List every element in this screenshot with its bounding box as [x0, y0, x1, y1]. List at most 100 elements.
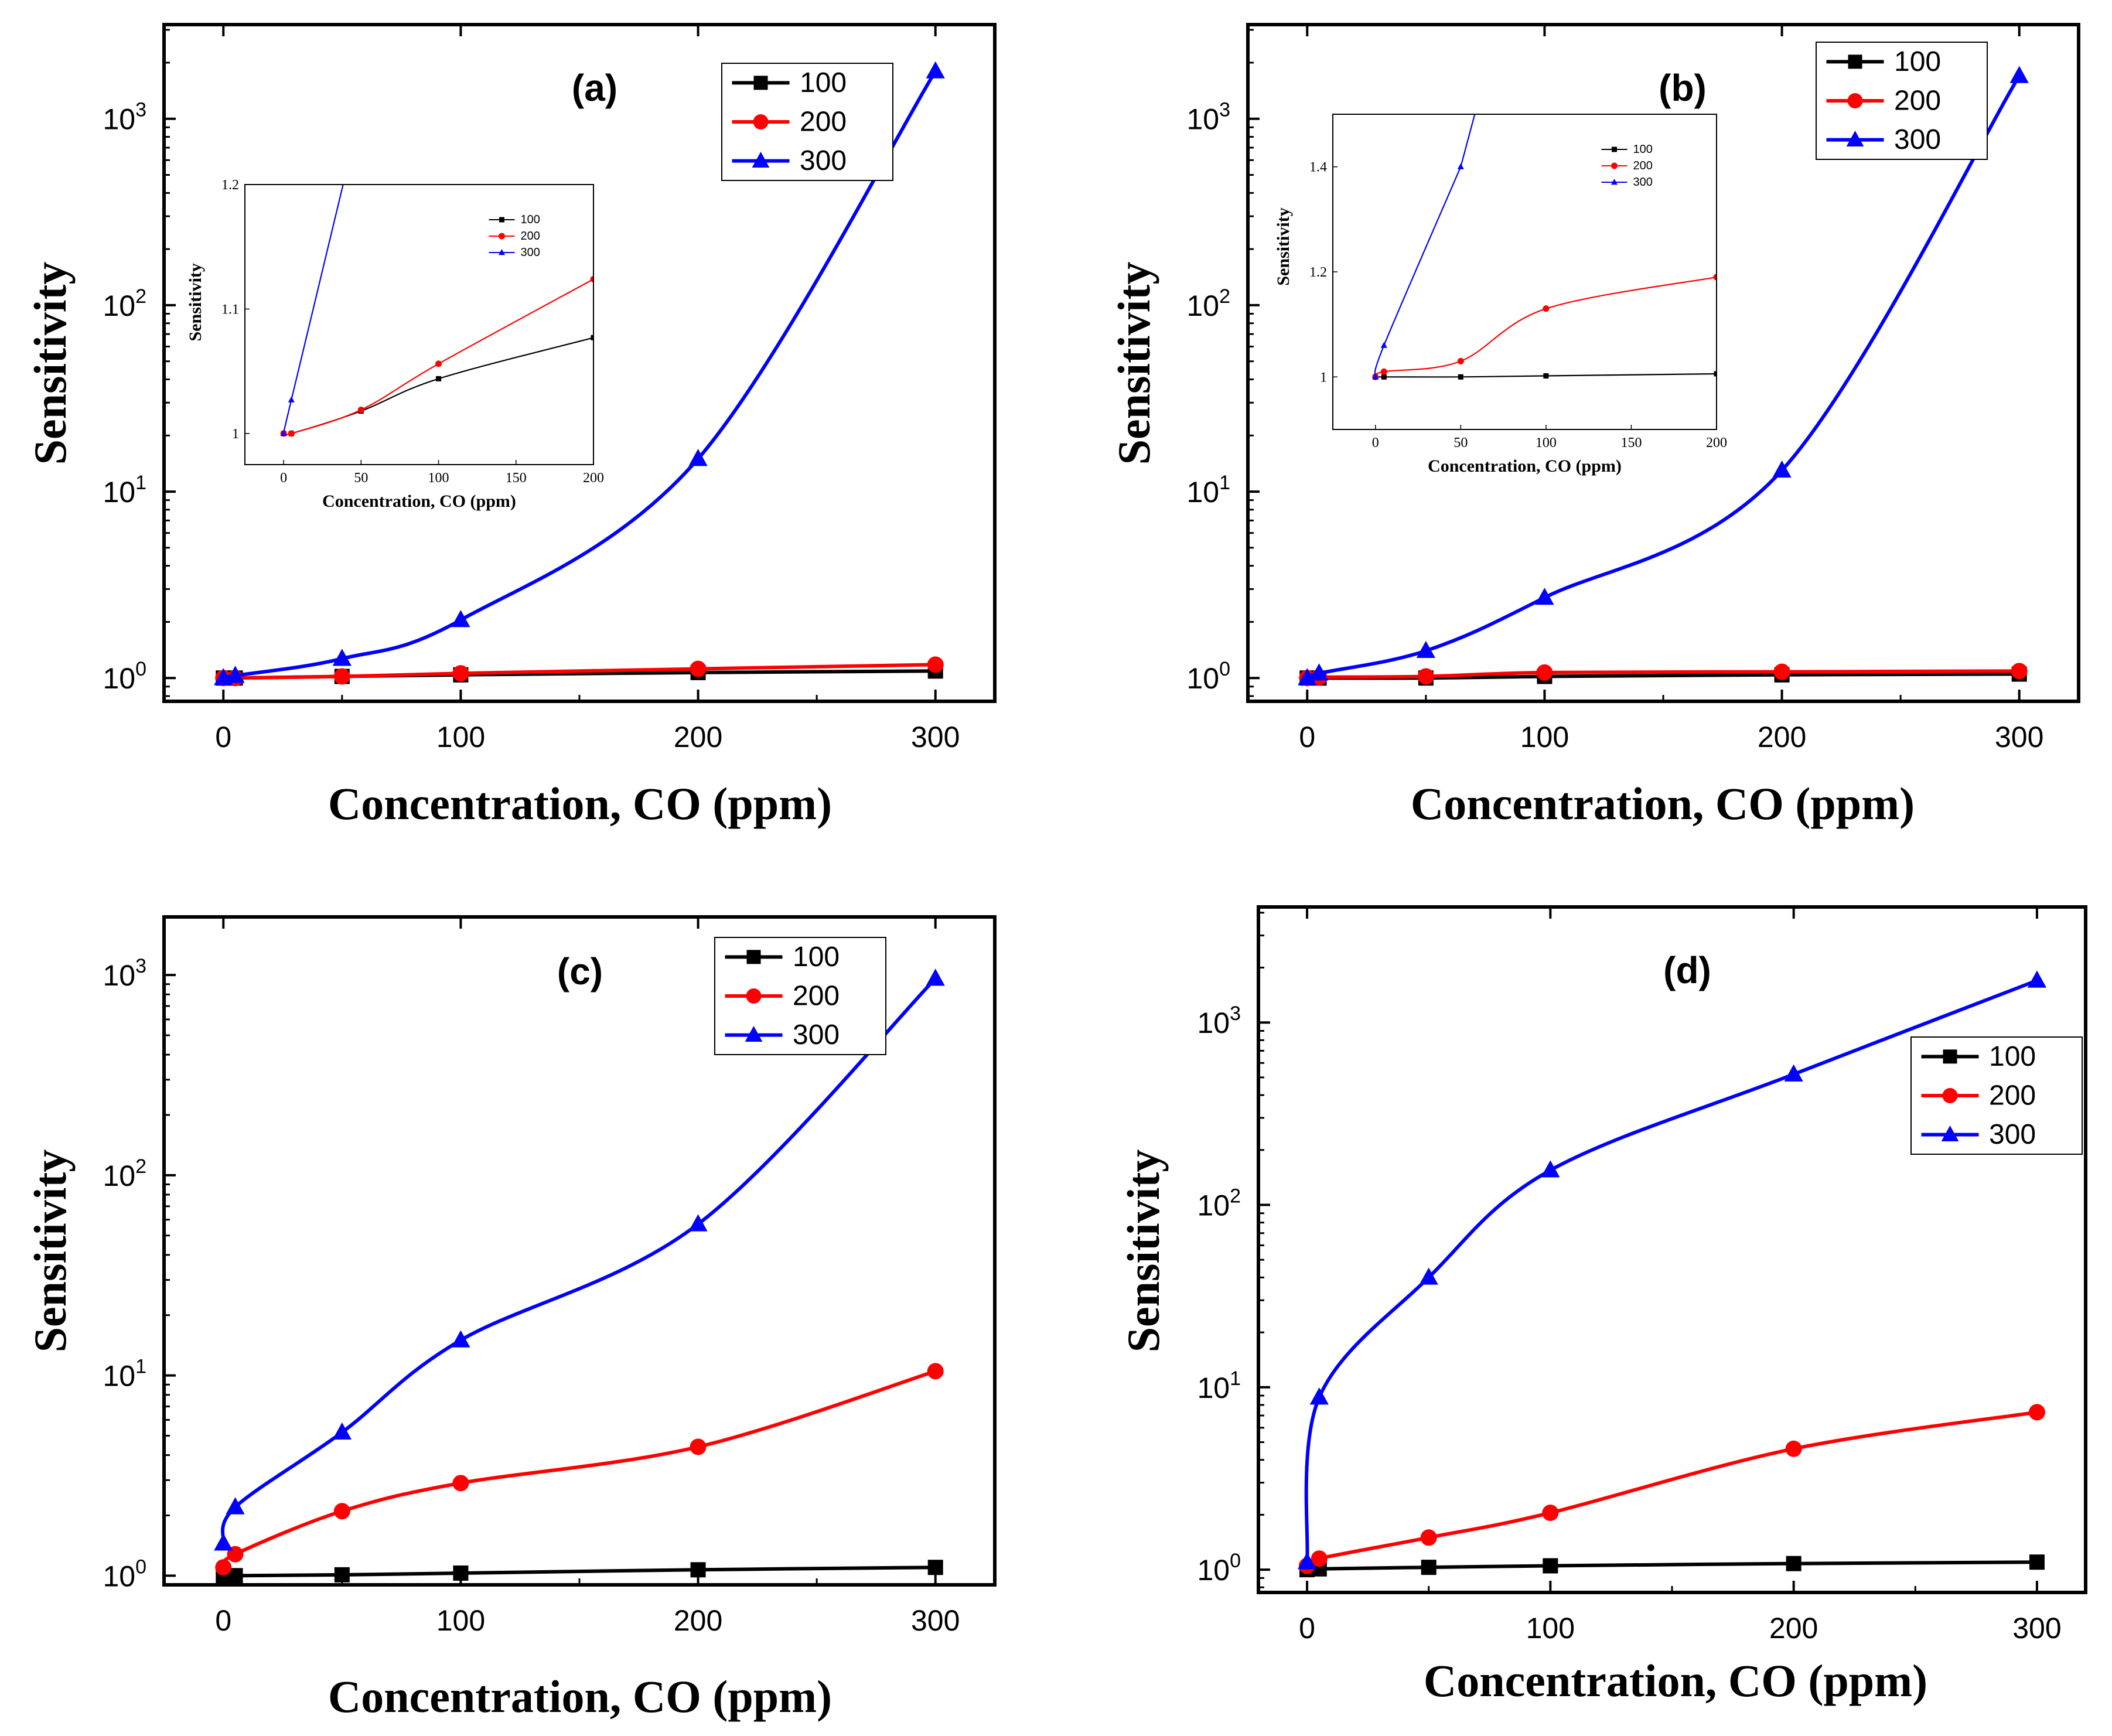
point-c-300-1	[226, 1497, 245, 1515]
inset-y-tick-label-a-2: 1.2	[221, 178, 239, 193]
inset-legend-marker-b-200	[1611, 162, 1618, 169]
panel-d: 0 100 200 300 100 101 102 103 (d) Concentration, …	[1118, 905, 2087, 1706]
point-c-300-0	[214, 1533, 233, 1551]
point-c-300-2	[332, 1422, 352, 1440]
y-tick-label-c-1: 101	[103, 1356, 146, 1393]
legend-b-legend-label-100: 100	[1894, 46, 1941, 77]
y-tick-label-d-0: 100	[1197, 1550, 1241, 1587]
point-d-100-3	[1543, 1558, 1558, 1574]
legend-b-legend-label-200: 200	[1894, 86, 1941, 117]
legend-c-legend-marker-300	[745, 1026, 763, 1042]
x-tick-label-b-0: 0	[1299, 721, 1315, 753]
point-b-200-5	[2011, 663, 2028, 680]
inset-point-a-200-3	[435, 360, 442, 367]
inset-point-b-300-1	[1380, 342, 1387, 348]
inset-legend-marker-b-300	[1611, 179, 1618, 185]
x-axis-title-c: Concentration, CO (ppm)	[328, 1671, 832, 1722]
point-b-300-1	[1309, 663, 1329, 681]
point-d-300-1	[1309, 1387, 1329, 1405]
legend-c-legend-label-200: 200	[793, 981, 840, 1012]
legend-a-legend-label-100: 100	[800, 67, 847, 98]
y-tick-label-b-0: 100	[1186, 658, 1230, 695]
y-tick-label-a-1: 101	[103, 472, 146, 509]
inset-point-b-200-1	[1380, 368, 1387, 375]
point-a-300-4	[688, 449, 708, 466]
legend-d-legend-marker-300	[1941, 1125, 1959, 1142]
y-tick-label-d-3: 103	[1197, 1002, 1241, 1039]
point-a-300-3	[451, 610, 470, 627]
plot-frame-b	[1246, 23, 2080, 703]
y-tick-label-a-2: 102	[103, 285, 146, 322]
series-line-b-300	[1305, 74, 2021, 680]
point-c-100-4	[690, 1562, 706, 1578]
inset-point-b-100-2	[1458, 374, 1463, 380]
x-tick-label-d-3: 300	[2012, 1612, 2061, 1645]
inset-legend-marker-b-100	[1612, 146, 1617, 152]
legend-c-legend-label-300: 300	[793, 1019, 840, 1051]
point-c-200-3	[452, 1475, 469, 1492]
inset-series-a	[280, 185, 593, 437]
inset-point-b-300-0	[1372, 373, 1379, 380]
x-tick-label-c-2: 200	[674, 1604, 722, 1637]
point-d-200-1	[1311, 1550, 1328, 1567]
panel-tag-a: (a)	[572, 67, 617, 109]
y-tick-label-c-2: 102	[103, 1155, 146, 1192]
y-axis-title-c: Sensitivity	[25, 1150, 76, 1353]
y-axis-title-a: Sensitivity	[25, 262, 76, 465]
point-d-100-2	[1421, 1560, 1437, 1575]
point-c-100-3	[453, 1565, 469, 1581]
legend-c-legend-marker-100	[746, 950, 761, 964]
inset-x-tick-label-a-3: 150	[506, 470, 527, 486]
panel-tag-c: (c)	[557, 950, 603, 993]
inset-point-a-300-0	[280, 430, 287, 436]
y-axis-title-b: Sensitivity	[1108, 262, 1159, 465]
inset-bg-a	[245, 185, 593, 465]
inset-x-title-a: Concentration, CO (ppm)	[322, 492, 516, 511]
point-d-200-4	[1785, 1440, 1802, 1457]
inset-y-tick-label-b-1: 1.2	[1309, 265, 1327, 280]
point-a-200-5	[927, 656, 944, 673]
inset-point-a-100-4	[591, 335, 593, 340]
legend-a-legend-label-200: 200	[800, 107, 847, 138]
panel-tag-d: (d)	[1663, 949, 1711, 991]
inset-legend-label-a-100: 100	[521, 213, 540, 226]
point-a-200-3	[452, 665, 469, 682]
panel-a: 0 100 200 300 100 101 102 103 (a) Concentration, …	[25, 23, 997, 829]
point-b-300-5	[2009, 66, 2029, 83]
inset-point-a-300-1	[288, 396, 295, 403]
y-tick-label-b-1: 101	[1186, 472, 1230, 509]
x-tick-label-c-3: 300	[911, 1604, 960, 1637]
y-tick-label-d-2: 102	[1197, 1185, 1241, 1222]
point-d-100-4	[1786, 1556, 1801, 1571]
x-tick-label-c-0: 0	[215, 1604, 231, 1637]
legend-d-legend-marker-100	[1943, 1049, 1957, 1064]
inset-legend-label-a-300: 300	[521, 246, 540, 259]
series-line-a-300	[221, 70, 937, 680]
point-d-100-5	[2029, 1554, 2045, 1570]
point-b-200-2	[1417, 668, 1434, 685]
inset-b: 0 50 100 150 200 1 1.2 1.4 Concentration, CO (pp…	[1274, 114, 1727, 476]
x-tick-label-b-3: 300	[1995, 721, 2043, 753]
inset-x-tick-label-b-3: 150	[1620, 435, 1642, 451]
inset-x-title-b: Concentration, CO (ppm)	[1428, 456, 1622, 476]
legend-c-legend-label-100: 100	[793, 942, 840, 973]
panel-b: 0 100 200 300 100 101 102 103 (b) Concentration, …	[1108, 23, 2080, 829]
point-d-300-3	[1541, 1160, 1560, 1178]
x-tick-label-a-1: 100	[436, 721, 485, 753]
point-b-300-0	[1298, 668, 1317, 685]
x-tick-label-d-1: 100	[1526, 1612, 1575, 1645]
x-tick-label-c-1: 100	[436, 1604, 485, 1637]
panel-tag-b: (b)	[1659, 67, 1707, 109]
series-line-c-300	[221, 977, 937, 1544]
inset-line-b-300	[1374, 114, 1476, 377]
inset-legend-label-b-300: 300	[1633, 176, 1653, 189]
inset-legend-marker-a-300	[498, 249, 506, 255]
x-tick-label-a-0: 0	[215, 721, 231, 753]
legend-a-legend-marker-100	[753, 76, 768, 90]
point-b-200-4	[1773, 663, 1790, 680]
point-c-100-5	[927, 1560, 943, 1575]
point-c-300-4	[688, 1214, 708, 1232]
point-a-300-5	[926, 61, 945, 79]
inset-legend-label-b-200: 200	[1633, 159, 1653, 172]
